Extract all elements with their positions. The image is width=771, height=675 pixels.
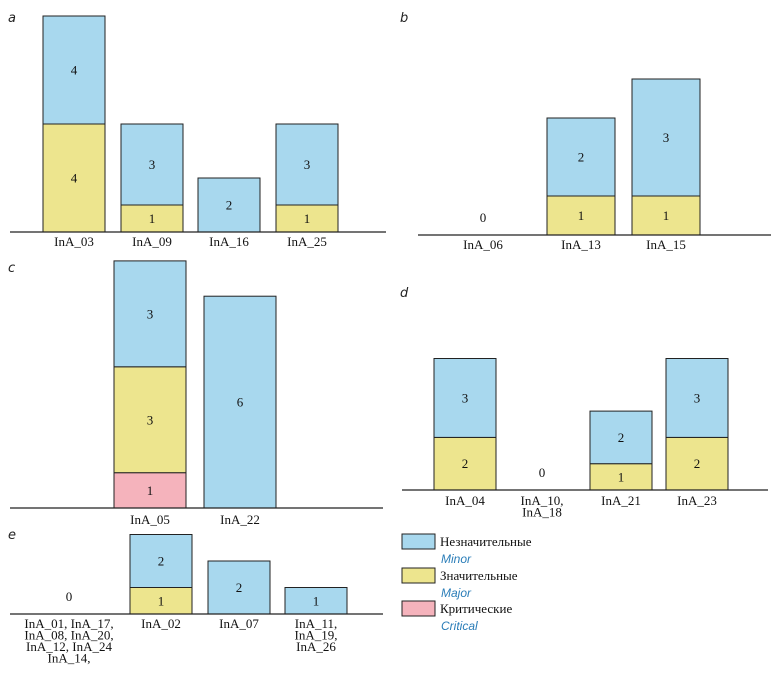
- panel-d-letter: d: [400, 286, 409, 301]
- panel-c-value-label-major-0: 3: [147, 412, 154, 427]
- panel-a-category-label-0-0: InA_03: [54, 234, 94, 249]
- panel-e-letter: e: [8, 528, 16, 543]
- panel-d-bar-major-3: [665, 436, 729, 491]
- panel-e-value-label-minor-1: 2: [158, 554, 165, 569]
- panel-d-category-label-0-0: InA_04: [445, 493, 485, 508]
- panel-b-bar-minor-2: [631, 78, 701, 197]
- panel-c-letter: c: [8, 261, 15, 276]
- legend-label-en-critical: Critical: [441, 619, 478, 633]
- panel-a-bar-major-3: [275, 204, 339, 233]
- panel-a-bar-minor-3: [275, 123, 339, 206]
- panel-a-value-label-major-0: 4: [71, 171, 78, 186]
- panel-d-value-label-minor-3: 3: [694, 390, 701, 405]
- panel-a-value-label-minor-2: 2: [226, 198, 233, 213]
- panel-d-bar-minor-0: [433, 358, 497, 438]
- panel-d-category-label-3-0: InA_23: [677, 493, 717, 508]
- panel-a-category-label-1-0: InA_09: [132, 234, 172, 249]
- panel-d-category-label-2-0: InA_21: [601, 493, 641, 508]
- panel-d-bar-minor-3: [665, 358, 729, 438]
- panel-b-bar-major-2: [631, 195, 701, 236]
- legend-swatch-major: [401, 567, 436, 584]
- panel-e-value-label-zero-0: 0: [66, 589, 73, 604]
- legend-label-major: Значительные: [440, 568, 518, 583]
- panel-b-category-label-0-0: InA_06: [463, 237, 503, 252]
- panel-a-value-label-minor-1: 3: [149, 157, 156, 172]
- panel-b-value-label-zero-0: 0: [480, 210, 487, 225]
- panel-d-value-label-major-3: 2: [694, 456, 701, 471]
- panel-c-bar-minor-0: [113, 260, 187, 368]
- panel-d-bar-minor-2: [589, 410, 653, 465]
- panel-d-value-label-minor-0: 3: [462, 390, 469, 405]
- panel-e-category-label-2-0: InA_07: [219, 616, 259, 631]
- panel-e-bar-major-1: [129, 587, 193, 615]
- panel-e-category-label-0-0: InA_01, InA_17,: [24, 616, 113, 631]
- panel-e-category-label-0-2: InA_12, InA_24: [26, 639, 112, 654]
- panel-c-bar-major-0: [113, 366, 187, 474]
- panel-e-bar-minor-2: [207, 560, 271, 615]
- panel-b-value-label-major-1: 1: [578, 208, 585, 223]
- panel-d-bar-major-0: [433, 436, 497, 491]
- panel-b-bar-major-1: [546, 195, 616, 236]
- panel-e-value-label-minor-3: 1: [313, 593, 320, 608]
- panel-c-value-label-minor-1: 6: [237, 395, 244, 410]
- panel-b-category-label-2-0: InA_15: [646, 237, 686, 252]
- panel-a-value-label-minor-0: 4: [71, 63, 78, 78]
- panel-a-bar-major-0: [42, 123, 106, 233]
- panel-e-category-label-3-1: InA_19,: [295, 628, 338, 643]
- panel-b-value-label-major-2: 1: [663, 208, 670, 223]
- legend-label-critical: Критические: [440, 601, 512, 616]
- panel-c-bar-critical-0: [113, 472, 187, 509]
- panel-c-category-label-1-0: InA_22: [220, 512, 260, 527]
- panel-a-value-label-minor-3: 3: [304, 157, 311, 172]
- panel-d-value-label-zero-1: 0: [539, 465, 546, 480]
- panel-c-bar-minor-1: [203, 295, 277, 509]
- panel-e-category-label-1-0: InA_02: [141, 616, 181, 631]
- panel-d-category-label-1-0: InA_10,: [521, 493, 564, 508]
- panel-e-category-label-3-0: InA_11,: [295, 616, 338, 631]
- legend-swatch-critical: [401, 600, 436, 617]
- panel-b-category-label-1-0: InA_13: [561, 237, 601, 252]
- panel-e-category-label-0-1: InA_08, InA_20,: [24, 628, 113, 643]
- legend-label-minor: Незначительные: [440, 534, 532, 549]
- panel-c-category-label-0-0: InA_05: [130, 512, 170, 527]
- panel-a-value-label-major-1: 1: [149, 211, 156, 226]
- panel-c-value-label-critical-0: 1: [147, 483, 154, 498]
- panel-d-category-label-1-1: InA_18: [522, 505, 562, 520]
- panel-a-category-label-3-0: InA_25: [287, 234, 327, 249]
- panel-e-value-label-major-1: 1: [158, 593, 165, 608]
- panel-a-category-label-2-0: InA_16: [209, 234, 249, 249]
- panel-e-category-label-3-2: InA_26: [296, 639, 336, 654]
- panel-d-bar-major-2: [589, 463, 653, 491]
- legend-swatch-minor: [401, 533, 436, 550]
- panel-a-letter: a: [8, 11, 16, 26]
- panel-c-value-label-minor-0: 3: [147, 306, 154, 321]
- panel-d-value-label-minor-2: 2: [618, 430, 625, 445]
- panel-e-bar-minor-3: [284, 587, 348, 615]
- panel-d-value-label-major-2: 1: [618, 469, 625, 484]
- panel-b-value-label-minor-1: 2: [578, 150, 585, 165]
- panel-e-bar-minor-1: [129, 534, 193, 588]
- panel-e-value-label-minor-2: 2: [236, 580, 243, 595]
- legend-label-en-major: Major: [441, 586, 472, 600]
- panel-d-value-label-major-0: 2: [462, 456, 469, 471]
- legend-label-en-minor: Minor: [441, 552, 472, 566]
- panel-a-value-label-major-3: 1: [304, 211, 311, 226]
- panel-a-bar-minor-0: [42, 15, 106, 125]
- panel-a-bar-minor-1: [120, 123, 184, 206]
- panel-b-bar-minor-1: [546, 117, 616, 197]
- panel-b-value-label-minor-2: 3: [663, 130, 670, 145]
- panel-b-letter: b: [400, 11, 408, 26]
- panel-e-category-label-0-3: InA_14,: [48, 651, 91, 666]
